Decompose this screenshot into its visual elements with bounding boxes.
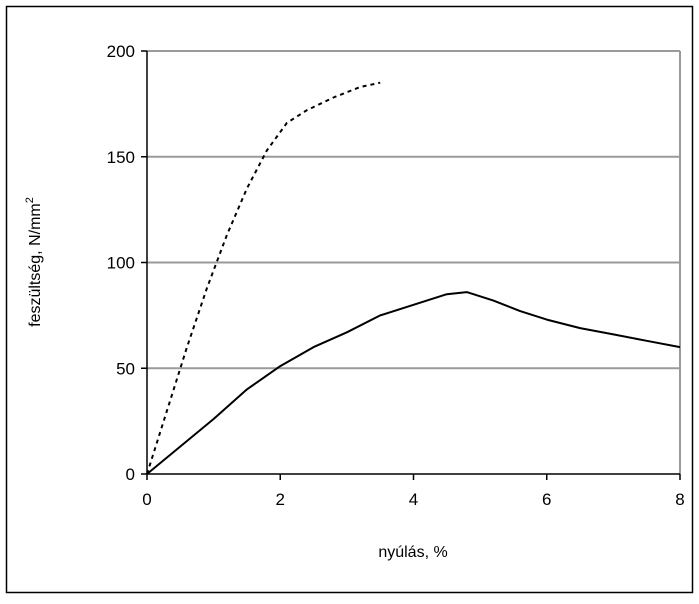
gridlines [147, 50, 681, 474]
axes [141, 50, 681, 480]
x-tick-label-6: 6 [542, 490, 551, 509]
y-axis-title-superscript: 2 [24, 197, 36, 203]
series-line-dotted [146, 81, 381, 475]
chart-border [5, 5, 694, 594]
y-axis-title-main: feszültség, N/mm [27, 203, 44, 327]
series-group [146, 81, 681, 475]
y-axis-title: feszültség, N/mm2 [24, 197, 44, 327]
x-tick-label-0: 0 [142, 490, 151, 509]
x-tick-label-2: 2 [276, 490, 285, 509]
y-tick-label-100: 100 [107, 254, 135, 273]
series-line-solid [146, 291, 681, 475]
x-axis-title: nyúlás, % [378, 544, 447, 561]
x-tick-label-4: 4 [409, 490, 418, 509]
y-tick-label-150: 150 [107, 148, 135, 167]
y-tick-label-50: 50 [116, 359, 135, 378]
y-tick-label-0: 0 [126, 465, 135, 484]
x-tick-label-8: 8 [675, 490, 684, 509]
tick-labels: 0 50 100 150 200 0 2 4 6 8 [107, 42, 685, 509]
y-tick-label-200: 200 [107, 42, 135, 61]
